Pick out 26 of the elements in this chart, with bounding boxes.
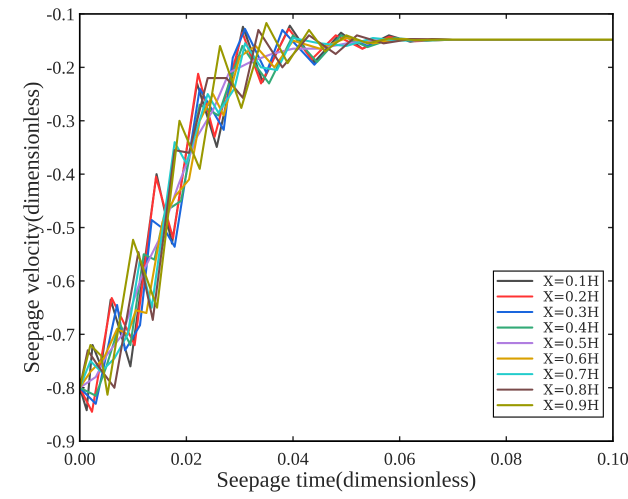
- y-tick-label: -0.6: [46, 275, 74, 288]
- x-tick-label: 0.06: [384, 452, 415, 466]
- y-tick-label: -0.4: [46, 168, 75, 181]
- legend-label: X=0.5H: [544, 338, 598, 348]
- legend-label: X=0.3H: [544, 306, 598, 318]
- x-tick-label: 0.02: [171, 452, 202, 466]
- x-tick-label: 0.00: [64, 452, 95, 466]
- legend-label: X=0.2H: [544, 291, 598, 302]
- y-tick-label: -0.8: [46, 382, 74, 394]
- y-tick-label: -0.3: [46, 115, 74, 128]
- y-tick-label: -0.9: [46, 435, 74, 448]
- x-axis-title: Seepage time(dimensionless): [218, 471, 476, 492]
- x-tick-label: 0.08: [491, 452, 522, 466]
- legend-label: X=0.9H: [544, 400, 598, 410]
- y-tick-label: -0.7: [46, 328, 74, 341]
- y-tick-label: -0.5: [46, 222, 74, 234]
- legend-label: X=0.4H: [544, 322, 598, 333]
- y-tick-label: -0.1: [46, 8, 74, 20]
- x-tick-label: 0.10: [598, 452, 628, 466]
- y-axis-title: Seepage velocity(dimensionless): [23, 82, 44, 372]
- x-tick-label: 0.04: [278, 452, 309, 466]
- y-tick-label: -0.2: [46, 62, 74, 74]
- legend-label: X=0.6H: [544, 353, 598, 364]
- legend-label: X=0.1H: [544, 276, 598, 286]
- legend-label: X=0.8H: [544, 384, 598, 395]
- legend-label: X=0.7H: [544, 368, 598, 380]
